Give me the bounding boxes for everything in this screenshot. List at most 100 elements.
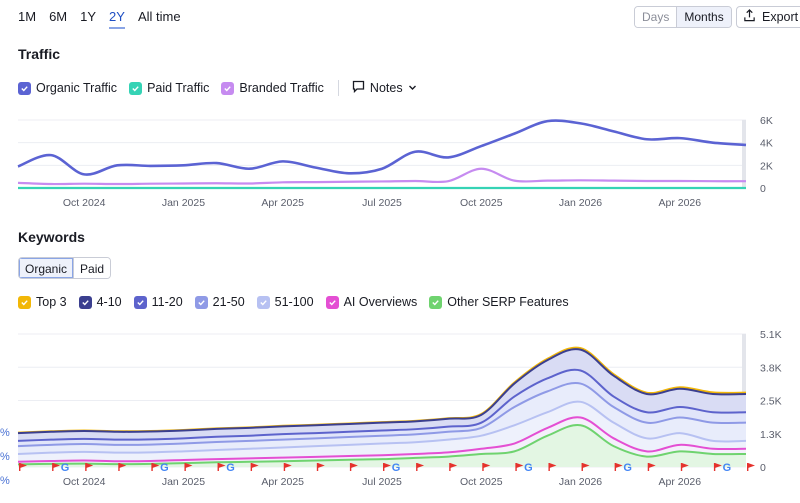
- legend-label: 11-20: [151, 295, 183, 309]
- y-tick-label: 0: [760, 183, 766, 195]
- x-tick-label: Oct 2025: [460, 197, 503, 209]
- legend-paid-traffic[interactable]: Paid Traffic: [129, 81, 209, 95]
- x-tick-label: Oct 2025: [460, 476, 503, 488]
- flag-icon: [615, 463, 623, 468]
- flag-icon: [549, 463, 557, 468]
- legend-11-20[interactable]: 11-20: [133, 295, 183, 309]
- flag-icon: [119, 463, 127, 468]
- checkbox-icon: [129, 81, 143, 95]
- export-button[interactable]: Export: [736, 6, 800, 28]
- keywords-type-toggle: Organic Paid: [18, 257, 112, 279]
- period-tab-6m[interactable]: 6M: [49, 9, 68, 24]
- paid-tab[interactable]: Paid: [74, 258, 111, 278]
- flag-icon: [582, 463, 590, 468]
- legend-51-100[interactable]: 51-100: [256, 295, 314, 309]
- flag-icon: [85, 463, 87, 471]
- flag-icon: [449, 463, 451, 471]
- google-update-icon: G: [160, 462, 169, 474]
- legend-label: Other SERP Features: [447, 295, 569, 309]
- export-icon: [743, 9, 756, 25]
- legend-divider: [337, 80, 339, 96]
- flag-icon: [614, 463, 617, 471]
- series-area: [18, 425, 746, 467]
- legend-other-serp-features[interactable]: Other SERP Features: [429, 295, 569, 309]
- period-tab-2y[interactable]: 2Y: [109, 9, 125, 29]
- series-line: [17, 416, 747, 463]
- edge-mark: %: [0, 427, 10, 439]
- edge-mark: %: [0, 451, 10, 463]
- flag-icon: [384, 463, 391, 468]
- flag-icon: [548, 463, 550, 471]
- legend-label: 51-100: [274, 295, 314, 309]
- series-line: [17, 400, 747, 455]
- x-tick-label: Oct 2024: [63, 197, 106, 209]
- x-tick-label: Apr 2025: [261, 476, 304, 488]
- y-tick-label: 0: [760, 462, 766, 474]
- flag-icon: [350, 463, 358, 468]
- legend-branded-traffic[interactable]: Branded Traffic: [221, 81, 324, 95]
- x-tick-label: Apr 2025: [261, 197, 304, 209]
- series-line: [17, 424, 747, 466]
- traffic-chart[interactable]: 6K 4K 2K 0 Oct 2024 Jan 2025 Apr 2025 Jul 2025…: [0, 108, 800, 218]
- organic-tab[interactable]: Organic: [19, 258, 75, 278]
- series-line: [17, 119, 747, 176]
- flag-icon: [151, 463, 153, 471]
- checkbox-icon: [221, 81, 235, 95]
- notes-label: Notes: [369, 81, 403, 95]
- flag-icon: [283, 463, 286, 471]
- flag-icon: [483, 463, 491, 468]
- series-line: [17, 368, 747, 442]
- y-tick-label: 2K: [760, 160, 773, 172]
- flag-icon: [284, 463, 292, 468]
- flag-icon: [515, 463, 517, 471]
- x-tick-label: Jul 2025: [362, 197, 402, 209]
- flag-icon: [681, 463, 689, 468]
- y-tick-label: 6K: [760, 115, 773, 127]
- legend-4-10[interactable]: 4-10: [78, 295, 122, 309]
- flag-icon: [20, 463, 27, 468]
- period-tab-1m[interactable]: 1M: [18, 9, 37, 24]
- flag-icon: [217, 463, 219, 471]
- checkbox-icon: [256, 295, 270, 309]
- flag-icon: [185, 463, 193, 468]
- flag-icon: [86, 463, 94, 468]
- y-tick-label: 1.3K: [760, 429, 782, 441]
- traffic-title: Traffic: [18, 46, 61, 62]
- flag-icon: [218, 463, 226, 468]
- flag-icon: [316, 463, 319, 471]
- flag-icon: [349, 463, 352, 471]
- chevron-down-icon: [408, 81, 417, 95]
- legend-top-3[interactable]: Top 3: [18, 295, 67, 309]
- flag-icon: [52, 463, 54, 471]
- months-button[interactable]: Months: [676, 7, 731, 27]
- google-update-icon: G: [623, 462, 632, 474]
- period-tab-1y[interactable]: 1Y: [80, 9, 97, 24]
- legend-label: Paid Traffic: [147, 81, 210, 95]
- notes-dropdown[interactable]: Notes: [352, 80, 417, 96]
- flag-icon: [184, 463, 186, 471]
- days-button[interactable]: Days: [635, 7, 677, 27]
- traffic-legend: Organic Traffic Paid Traffic Branded Tra…: [18, 80, 417, 96]
- flag-icon: [516, 463, 524, 468]
- export-label: Export: [762, 10, 799, 24]
- legend-label: Branded Traffic: [239, 81, 324, 95]
- legend-label: 21-50: [212, 295, 245, 309]
- x-tick-label: Jan 2026: [559, 197, 602, 209]
- flag-icon: [53, 463, 61, 468]
- series-line: [17, 167, 747, 186]
- keywords-chart[interactable]: G G G G G G G 5.1K 3.8K 2.5K 1.3K 0 Oct 2024 Jan 20…: [0, 322, 800, 503]
- legend-ai-overviews[interactable]: AI Overviews: [325, 295, 417, 309]
- y-tick-label: 5.1K: [760, 329, 782, 341]
- x-tick-label: Jan 2025: [162, 476, 205, 488]
- legend-label: Top 3: [36, 295, 67, 309]
- x-tick-label: Oct 2024: [63, 476, 106, 488]
- scrubber-handle: [742, 120, 746, 188]
- legend-organic-traffic[interactable]: Organic Traffic: [18, 81, 117, 95]
- period-tab-all-time[interactable]: All time: [137, 9, 181, 24]
- legend-21-50[interactable]: 21-50: [194, 295, 245, 309]
- flag-icon: [317, 463, 325, 468]
- granularity-toggle: Days Months: [634, 6, 732, 28]
- flag-icon: [648, 463, 656, 468]
- flag-icon: [152, 463, 160, 468]
- flag-icon: [482, 463, 484, 471]
